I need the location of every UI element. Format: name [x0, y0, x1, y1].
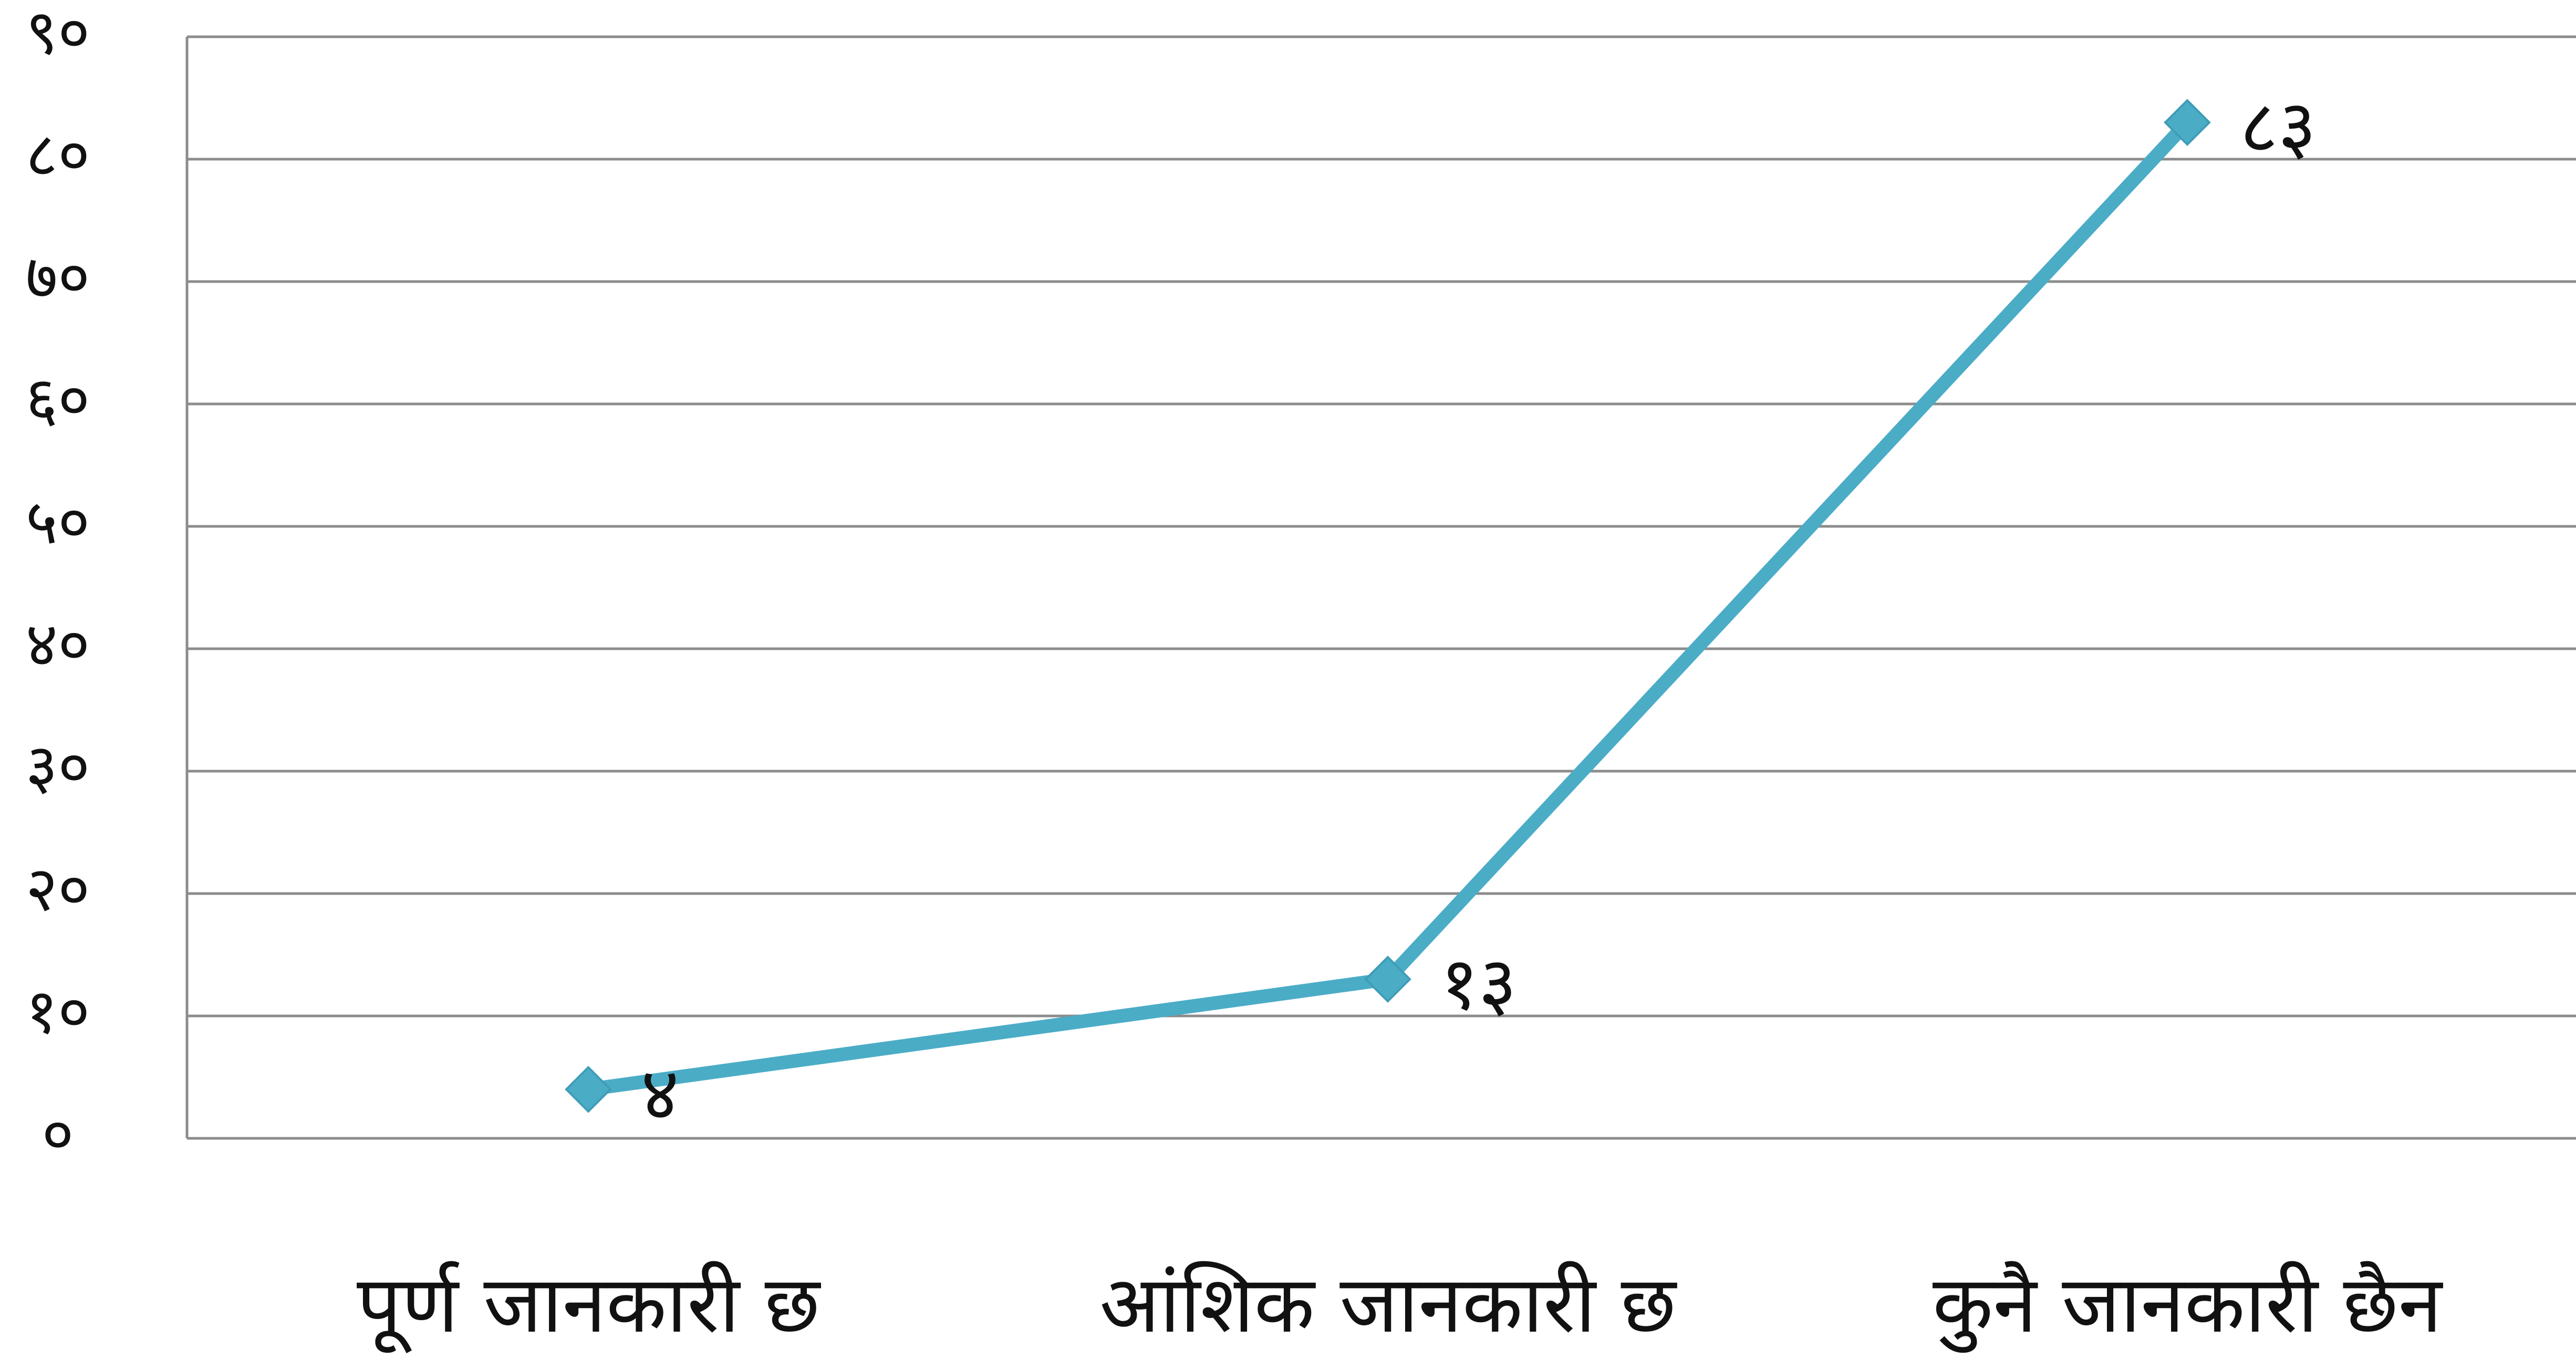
y-tick-label-80: ८० [26, 118, 90, 191]
y-tick-label-30: ३० [26, 730, 90, 803]
data-point-marker-3 [2164, 99, 2211, 146]
x-category-label-3: कुनै जानकारी छैन [1933, 1259, 2444, 1353]
y-tick-label-70: ७० [26, 241, 90, 313]
gridlines [187, 35, 2576, 1018]
y-tick-label-0: ० [41, 1097, 74, 1170]
y-tick-label-60: ६० [26, 363, 90, 435]
series-line [581, 116, 2194, 1096]
data-label-3: ८३ [2240, 85, 2317, 170]
data-label-1: ४ [641, 1051, 679, 1137]
axes [185, 37, 2576, 1140]
y-tick-label-10: १० [26, 975, 90, 1047]
data-point-marker-1 [565, 1065, 612, 1113]
y-tick-label-90: ९० [26, 0, 90, 68]
x-category-label-2: आंशिक जानकारी छ [1099, 1259, 1677, 1351]
y-tick-label-20: २० [26, 853, 90, 925]
label-group: ० १० २० ३० ४० ५० ६० ७० ८० ९० पूर्ण जानकारी छ आंशिक … [26, 0, 2444, 1354]
series-line-group [581, 116, 2194, 1096]
marker-group [565, 99, 2211, 1113]
y-tick-label-50: ५० [26, 485, 90, 558]
x-category-label-1: पूर्ण जानकारी छ [357, 1259, 822, 1354]
data-point-marker-2 [1364, 956, 1411, 1003]
data-label-2: १३ [1440, 941, 1517, 1027]
y-tick-label-40: ४० [26, 608, 90, 680]
